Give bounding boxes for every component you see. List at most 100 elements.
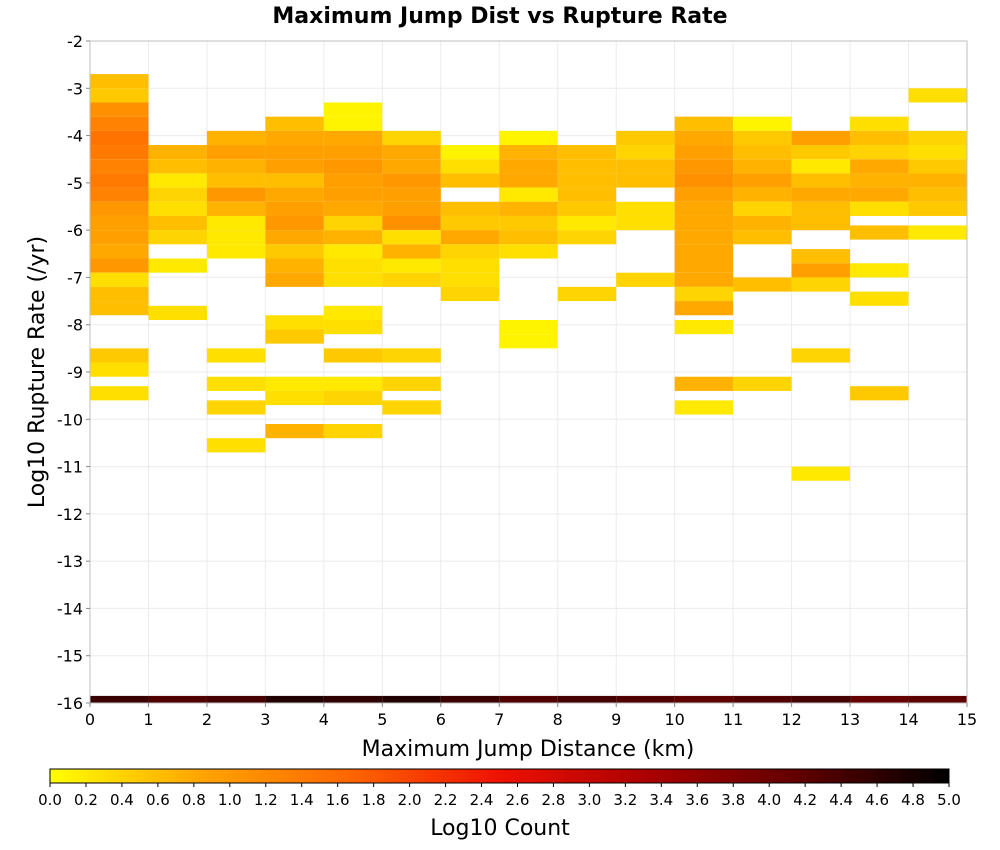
heatmap-cell <box>206 187 266 202</box>
heatmap-cell <box>850 159 909 174</box>
heatmap-cell <box>908 187 967 202</box>
heatmap-cell <box>850 187 909 202</box>
x-tick-label: 6 <box>436 710 446 729</box>
heatmap-cell <box>674 244 734 259</box>
colorbar-tick-label: 1.2 <box>254 791 278 809</box>
y-tick-label: -14 <box>57 599 83 618</box>
heatmap-cell <box>791 173 851 188</box>
colorbar-tick-label: 3.4 <box>649 791 673 809</box>
heatmap-cell <box>499 215 558 231</box>
colorbar-tick-label: 3.0 <box>577 791 601 809</box>
heatmap-cell <box>90 258 149 273</box>
heatmap-cell <box>265 145 324 160</box>
heatmap-cell <box>557 215 617 231</box>
heatmap-cell-bottom <box>674 695 734 703</box>
colorbar-tick-label: 2.2 <box>434 791 458 809</box>
colorbar-tick-label: 3.8 <box>721 791 745 809</box>
heatmap-cell <box>323 424 383 439</box>
heatmap-cell <box>206 376 266 391</box>
colorbar-tick-label: 0.6 <box>146 791 170 809</box>
heatmap-cell <box>440 215 500 231</box>
heatmap-cell <box>850 145 909 160</box>
heatmap-cell <box>323 116 383 131</box>
heatmap-cell <box>674 230 734 245</box>
colorbar-tick-label: 2.0 <box>398 791 422 809</box>
x-tick-label: 10 <box>664 710 684 729</box>
x-tick-label: 11 <box>723 710 743 729</box>
colorbar-tick-label: 0.2 <box>74 791 98 809</box>
heatmap-cell <box>323 130 383 146</box>
heatmap-cell <box>674 215 734 231</box>
colorbar-tick-label: 1.4 <box>290 791 314 809</box>
heatmap-cell <box>148 258 207 273</box>
colorbar-tick-label: 4.0 <box>757 791 781 809</box>
heatmap-cell-bottom <box>323 695 383 703</box>
heatmap-cell <box>791 466 851 481</box>
heatmap-cell <box>440 286 500 302</box>
heatmap-cell <box>499 319 558 335</box>
heatmap-cell <box>674 286 734 302</box>
heatmap-cell <box>90 230 149 245</box>
heatmap-cell <box>908 201 967 216</box>
heatmap-cell <box>265 329 324 344</box>
heatmap-cell-bottom <box>148 695 207 703</box>
heatmap-cell <box>323 201 383 216</box>
heatmap-cell <box>908 88 967 103</box>
heatmap-cell <box>499 173 558 188</box>
heatmap-cell <box>206 215 266 231</box>
heatmap-cell <box>908 159 967 174</box>
heatmap-cell <box>440 258 500 273</box>
heatmap-cell <box>265 130 324 146</box>
heatmap-cell <box>908 173 967 188</box>
heatmap-cell <box>323 390 383 406</box>
heatmap-cell <box>206 201 266 216</box>
y-tick-label: -6 <box>67 221 83 240</box>
heatmap-cell <box>616 159 675 174</box>
heatmap-cell <box>791 263 851 278</box>
heatmap-cell <box>791 159 851 174</box>
heatmap-cell <box>323 145 383 160</box>
heatmap-cell <box>557 201 617 216</box>
heatmap-cell <box>850 263 909 278</box>
heatmap-cell <box>733 145 792 160</box>
colorbar-tick-label: 4.4 <box>829 791 853 809</box>
heatmap-cell-bottom <box>557 695 617 703</box>
heatmap-cell <box>733 187 792 202</box>
x-tick-label: 14 <box>898 710 918 729</box>
heatmap-cell-bottom <box>616 695 675 703</box>
colorbar <box>49 768 950 784</box>
heatmap-cell <box>499 130 558 146</box>
heatmap-cell <box>265 315 324 330</box>
heatmap-cell <box>90 116 149 131</box>
heatmap-cell <box>557 187 617 202</box>
heatmap-cell-bottom <box>90 695 149 703</box>
heatmap-cell <box>499 230 558 245</box>
heatmap-cell <box>616 215 675 231</box>
heatmap-cell <box>382 230 441 245</box>
heatmap-cell-bottom <box>440 695 500 703</box>
y-tick-label: -11 <box>57 458 83 477</box>
heatmap-cell <box>674 272 734 287</box>
heatmap-cell <box>323 215 383 231</box>
colorbar-ticks: 0.0 0.2 0.4 0.6 0.8 1.0 1.2 1.4 1.6 1.8 2.0 2.2 2.4 2… <box>38 783 961 809</box>
heatmap-cell <box>674 301 734 316</box>
heatmap-cell <box>265 187 324 202</box>
heatmap-cell-bottom <box>908 695 967 703</box>
heatmap-cell <box>265 159 324 174</box>
heatmap-cell <box>440 201 500 216</box>
y-tick-label: -12 <box>57 505 83 524</box>
heatmap-cell <box>733 130 792 146</box>
colorbar-tick-label: 2.6 <box>506 791 530 809</box>
heatmap-cell <box>265 201 324 216</box>
colorbar-tick-label: 0.4 <box>110 791 134 809</box>
heatmap-cell <box>674 201 734 216</box>
x-tick-label: 4 <box>319 710 329 729</box>
heatmap-cell <box>440 272 500 287</box>
heatmap-cell <box>265 230 324 245</box>
y-tick-label: -7 <box>67 268 83 287</box>
heatmap-cell <box>382 348 441 363</box>
heatmap-cell <box>499 244 558 259</box>
heatmap-cell <box>733 230 792 245</box>
heatmap-cell <box>382 244 441 259</box>
